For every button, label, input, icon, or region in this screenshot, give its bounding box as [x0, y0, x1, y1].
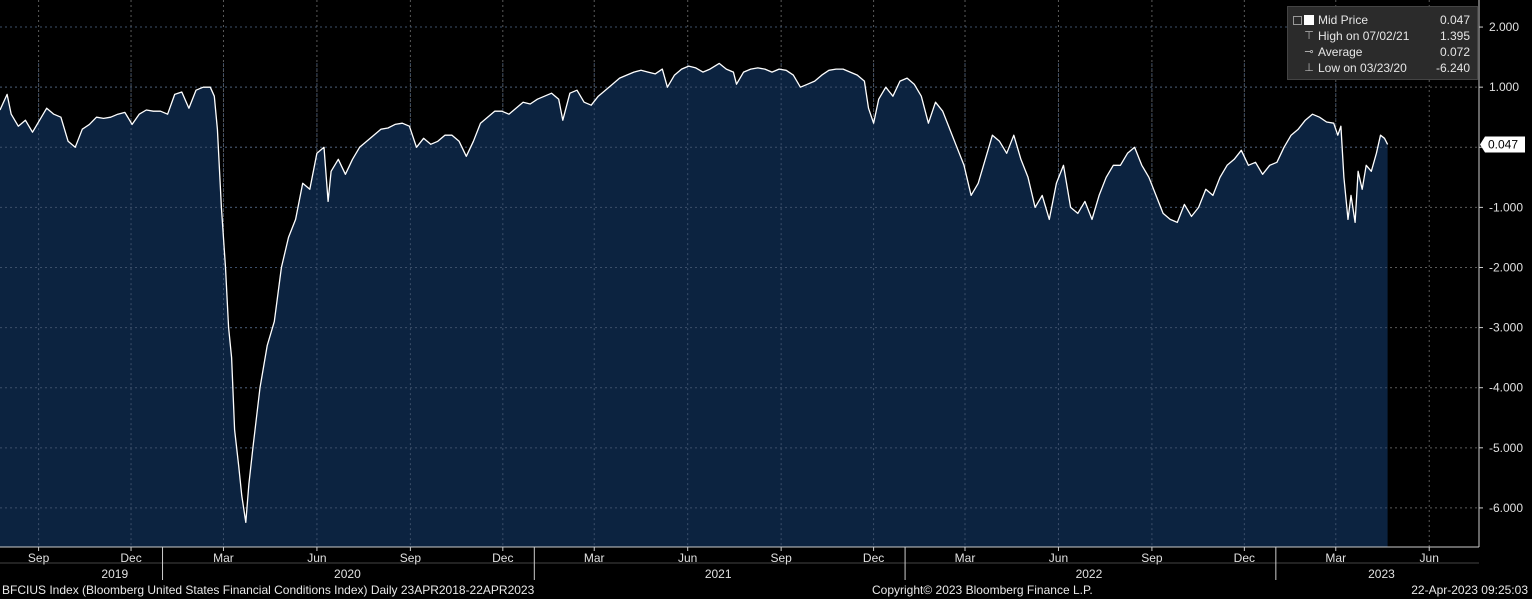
x-year-label: 2020	[334, 567, 361, 580]
x-tick-label: Mar	[213, 551, 234, 565]
y-tick-label: -1.000	[1489, 200, 1523, 214]
timestamp-text: 22-Apr-2023 09:25:03	[1411, 583, 1528, 597]
x-year-label: 2021	[705, 567, 732, 580]
x-year-label: 2022	[1076, 567, 1103, 580]
legend-box[interactable]: Mid Price 0.047 ⊤ High on 07/02/21 1.395…	[1287, 6, 1478, 80]
legend-item-high[interactable]: ⊤ High on 07/02/21 1.395	[1288, 28, 1477, 44]
last-value-label: 0.047	[1488, 137, 1518, 151]
last-value-marker	[1480, 136, 1525, 153]
x-tick-label: Mar	[1325, 551, 1346, 565]
series-line	[0, 62, 1389, 524]
series-fill	[0, 63, 1388, 548]
x-tick-label: Sep	[1141, 551, 1163, 565]
footer-bar: BFCIUS Index (Bloomberg United States Fi…	[0, 580, 1532, 599]
axes: 2.000 1.000 -1.000 -2.000 -3.000 -4.000 -5.000…	[0, 0, 1525, 580]
x-tick-label: Mar	[584, 551, 605, 565]
legend-value: 0.072	[1439, 45, 1470, 59]
legend-label: Average	[1318, 45, 1363, 59]
y-tick-label: -6.000	[1489, 501, 1523, 515]
collapse-box-icon[interactable]	[1293, 16, 1302, 25]
low-marker-icon: ⊥	[1304, 62, 1314, 74]
legend-value: 0.047	[1439, 13, 1470, 27]
x-tick-label: Sep	[28, 551, 50, 565]
series-area	[0, 26, 1389, 548]
x-tick-label: Dec	[492, 551, 513, 565]
y-tick-label: 2.000	[1489, 20, 1519, 34]
legend-label: Low on 03/23/20	[1318, 61, 1407, 75]
y-tick-label: -5.000	[1489, 441, 1523, 455]
y-tick-label: -4.000	[1489, 381, 1523, 395]
x-tick-label: Sep	[400, 551, 422, 565]
y-tick-label: -2.000	[1489, 260, 1523, 274]
average-marker-icon: ⊸	[1304, 46, 1314, 58]
legend-item-low[interactable]: ⊥ Low on 03/23/20 -6.240	[1288, 60, 1477, 76]
legend-value: 1.395	[1439, 29, 1470, 43]
y-tick-label: 1.000	[1489, 80, 1519, 94]
x-year-label: 2023	[1368, 567, 1395, 580]
legend-label: High on 07/02/21	[1318, 29, 1410, 43]
legend-item-mid-price[interactable]: Mid Price 0.047	[1288, 12, 1477, 28]
chart-area: 2.000 1.000 -1.000 -2.000 -3.000 -4.000 -5.000…	[0, 0, 1525, 580]
copyright-text: Copyright© 2023 Bloomberg Finance L.P.	[872, 583, 1093, 597]
legend-label: Mid Price	[1318, 13, 1369, 27]
square-swatch-icon	[1304, 15, 1314, 25]
x-tick-label: Jun	[307, 551, 326, 565]
x-tick-label: Jun	[1420, 551, 1439, 565]
x-tick-label: Dec	[120, 551, 141, 565]
security-description: BFCIUS Index (Bloomberg United States Fi…	[2, 583, 535, 597]
x-year-label: 2019	[101, 567, 128, 580]
x-tick-label: Dec	[863, 551, 884, 565]
x-tick-label: Mar	[955, 551, 976, 565]
x-tick-label: Jun	[678, 551, 697, 565]
x-tick-label: Jun	[1049, 551, 1068, 565]
legend-item-average[interactable]: ⊸ Average 0.072	[1288, 44, 1477, 60]
high-marker-icon: ⊤	[1304, 30, 1314, 42]
legend-value: -6.240	[1435, 61, 1470, 75]
x-tick-label: Dec	[1234, 551, 1255, 565]
x-tick-label: Sep	[770, 551, 792, 565]
y-tick-label: -3.000	[1489, 321, 1523, 335]
